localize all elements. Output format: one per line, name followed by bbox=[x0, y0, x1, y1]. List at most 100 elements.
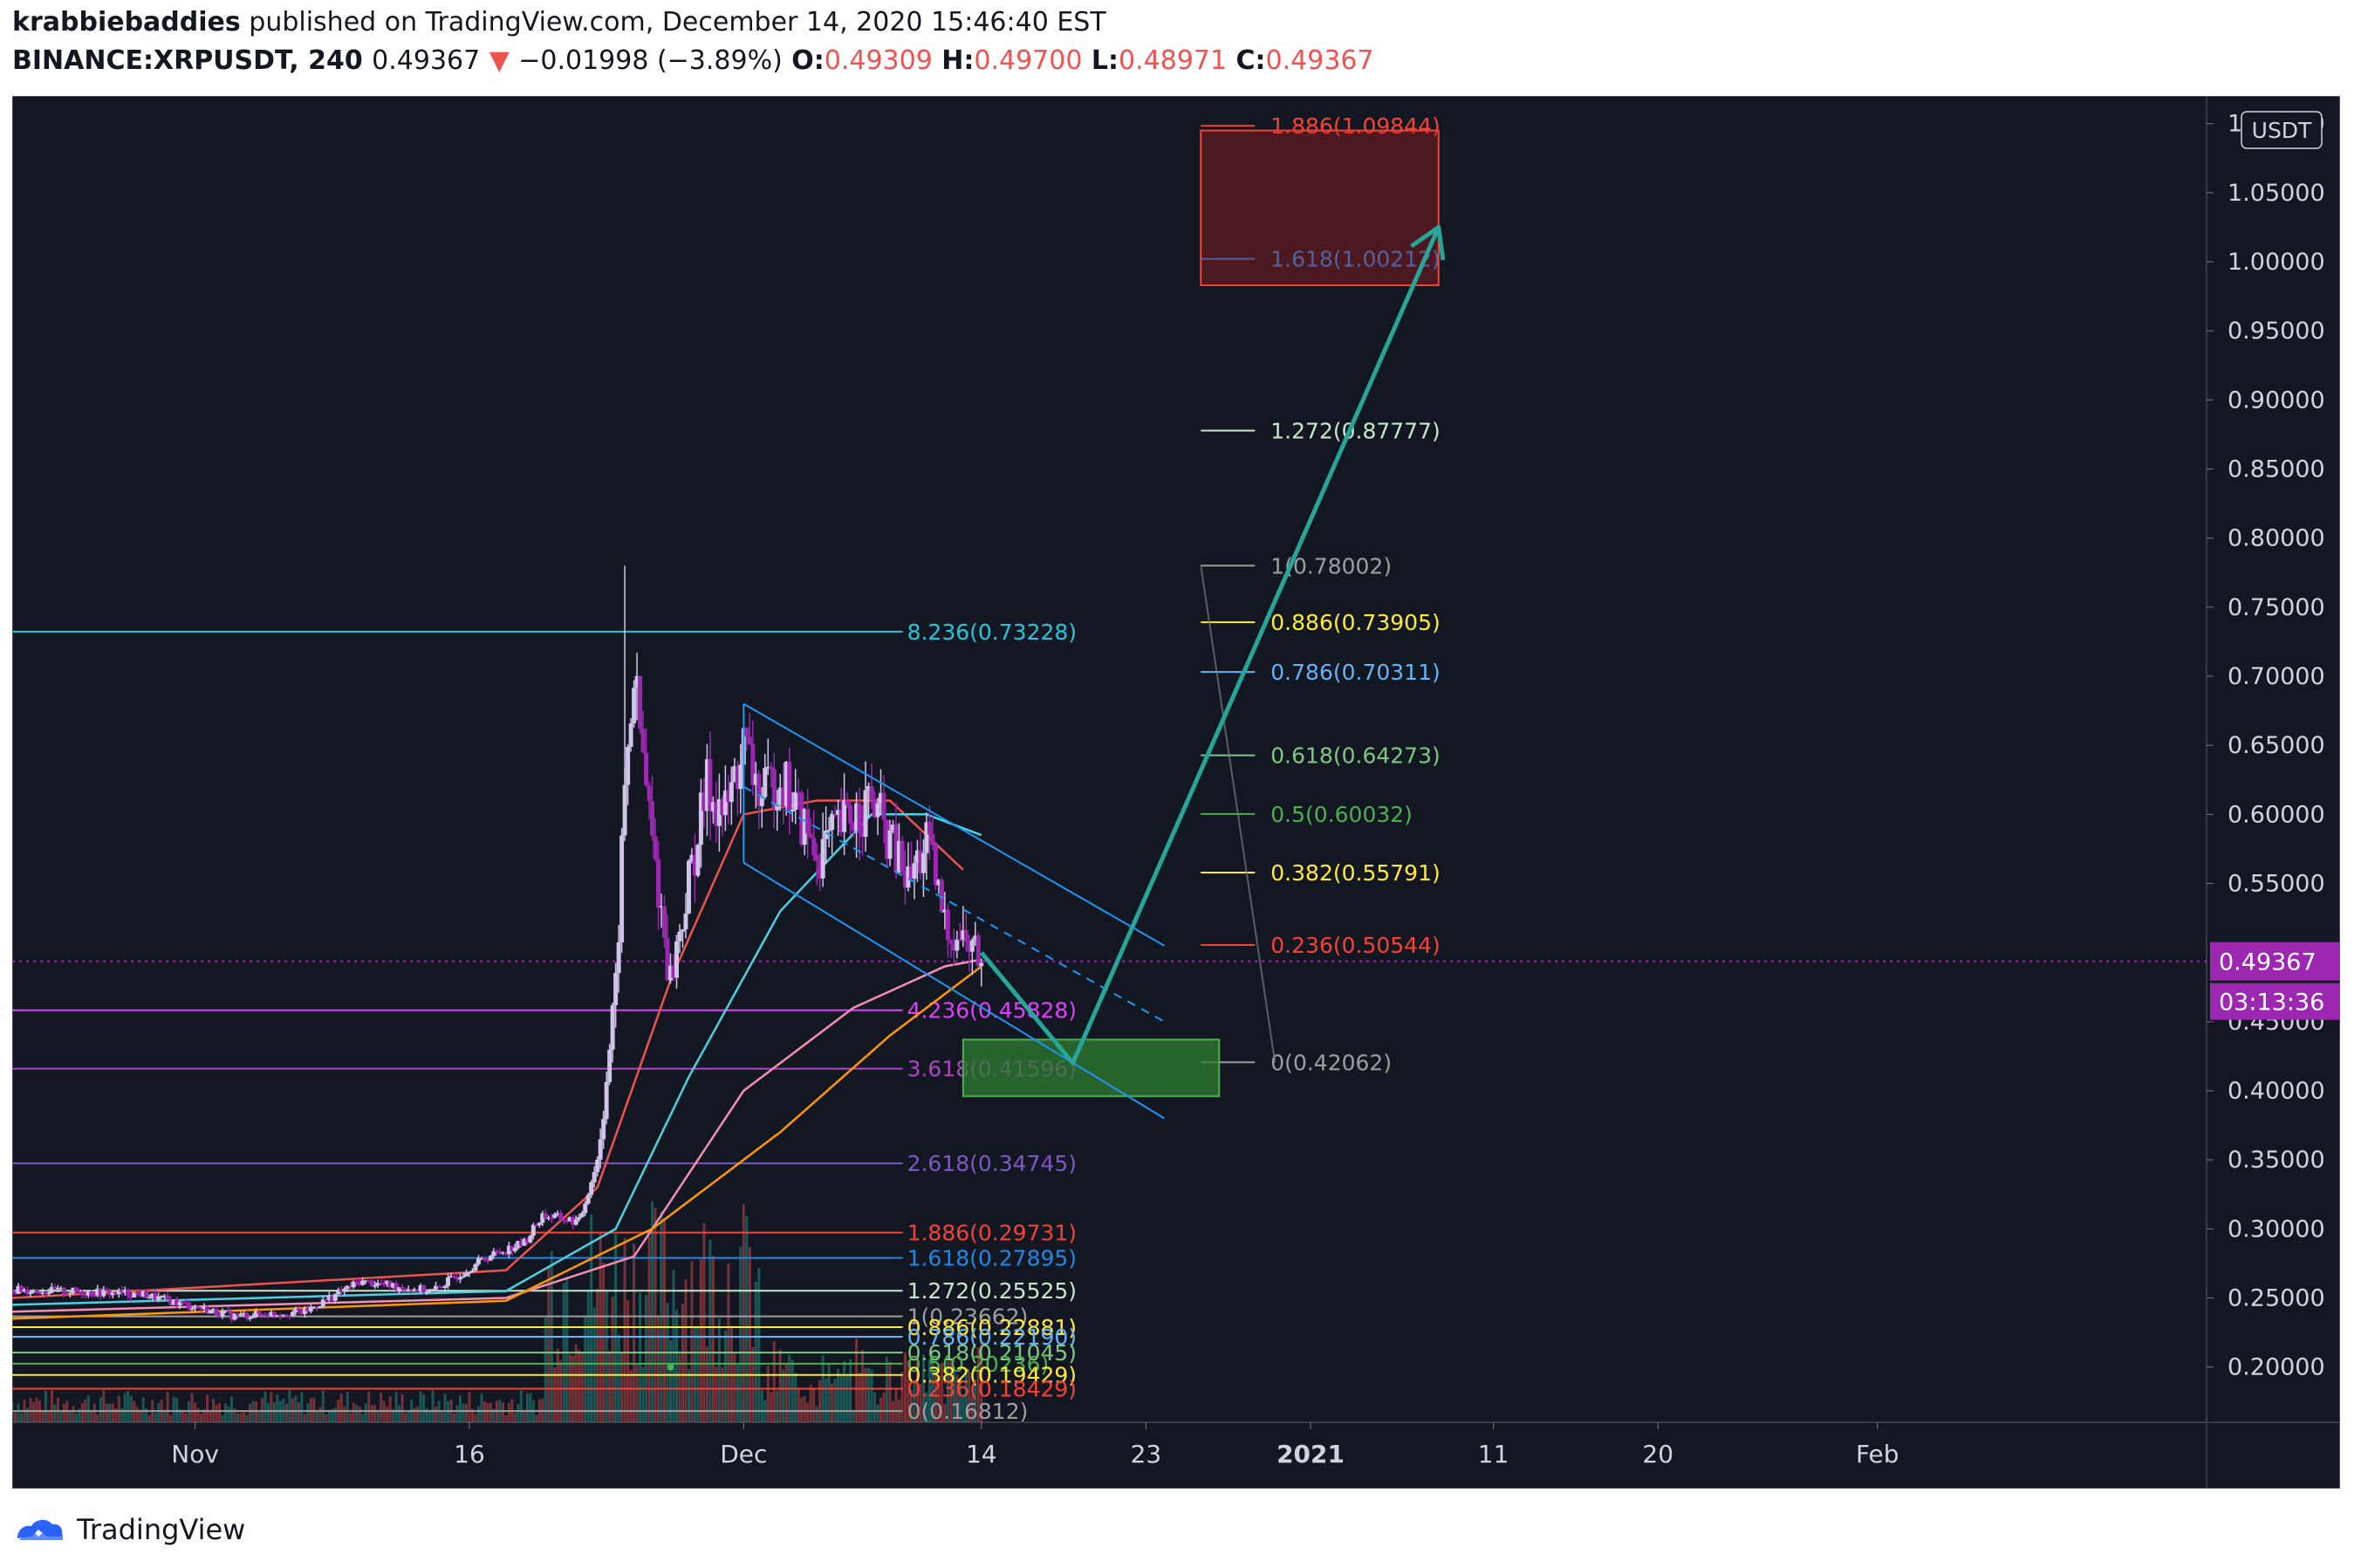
candle-body bbox=[320, 1299, 325, 1307]
candle-body bbox=[802, 808, 807, 846]
volume-bar bbox=[242, 1410, 245, 1422]
volume-bar bbox=[705, 1346, 708, 1422]
chart-background bbox=[11, 95, 2341, 1489]
candle-body bbox=[232, 1313, 237, 1320]
candle-body bbox=[79, 1291, 85, 1295]
candle-body bbox=[67, 1292, 72, 1295]
volume-bar bbox=[556, 1348, 559, 1422]
candle-body bbox=[640, 729, 646, 753]
candle-body bbox=[223, 1311, 229, 1312]
volume-bar bbox=[270, 1392, 273, 1422]
candle-body bbox=[701, 792, 707, 811]
chart-container[interactable]: 8.236(0.73228)4.236(0.45828)3.618(0.4159… bbox=[11, 95, 2341, 1489]
volume-bar bbox=[855, 1338, 859, 1422]
volume-bar bbox=[102, 1390, 106, 1422]
volume-bar bbox=[513, 1413, 517, 1422]
candle-body bbox=[134, 1291, 140, 1294]
candle-body bbox=[336, 1289, 341, 1295]
candle-body bbox=[914, 850, 920, 864]
candle-body bbox=[830, 813, 835, 831]
volume-bar bbox=[331, 1409, 334, 1422]
candle-body bbox=[808, 833, 813, 839]
volume-bar bbox=[873, 1392, 877, 1422]
volume-bar bbox=[386, 1406, 389, 1422]
time-tick-label: Feb bbox=[1856, 1440, 1899, 1469]
candle-body bbox=[18, 1285, 24, 1292]
volume-bar bbox=[782, 1369, 785, 1422]
volume-bar bbox=[400, 1393, 404, 1422]
volume-bar bbox=[194, 1402, 197, 1422]
candle-body bbox=[144, 1291, 149, 1298]
volume-bar bbox=[708, 1239, 712, 1422]
candle-body bbox=[257, 1311, 262, 1314]
volume-bar bbox=[114, 1408, 118, 1422]
volume-bar bbox=[373, 1405, 377, 1422]
fib-level-label: 0(0.16812) bbox=[907, 1399, 1029, 1424]
candle-body bbox=[269, 1311, 274, 1317]
price-tick-label: 1.00000 bbox=[2228, 249, 2325, 276]
volume-bar bbox=[169, 1414, 173, 1422]
target-zone bbox=[1200, 129, 1440, 286]
candle-body bbox=[656, 859, 661, 908]
candle-body bbox=[838, 810, 844, 832]
candle-body bbox=[132, 1291, 137, 1298]
volume-bar bbox=[288, 1389, 291, 1422]
volume-bar bbox=[206, 1394, 209, 1422]
candle-body bbox=[879, 792, 884, 804]
candle-body bbox=[373, 1285, 378, 1287]
candle-body bbox=[951, 943, 956, 951]
candle-body bbox=[775, 805, 780, 811]
candle-body bbox=[442, 1285, 448, 1288]
candle-body bbox=[156, 1296, 161, 1300]
volume-bar bbox=[803, 1395, 806, 1422]
tradingview-logo-icon[interactable] bbox=[12, 1512, 68, 1547]
candle-body bbox=[528, 1236, 533, 1243]
symbol-label[interactable]: BINANCE:XRPUSDT, 240 bbox=[12, 45, 363, 76]
candle-body bbox=[247, 1318, 252, 1319]
candle-body bbox=[924, 822, 929, 853]
candle-body bbox=[409, 1289, 414, 1291]
volume-bar bbox=[544, 1318, 547, 1422]
footer-brand[interactable]: TradingView bbox=[77, 1513, 246, 1546]
volume-bar bbox=[25, 1407, 29, 1422]
author-name[interactable]: krabbiebaddies bbox=[12, 7, 241, 38]
volume-bar bbox=[480, 1393, 483, 1422]
volume-bar bbox=[248, 1403, 251, 1422]
candle-body bbox=[394, 1283, 399, 1291]
volume-bar bbox=[687, 1369, 690, 1422]
candle-body bbox=[561, 1220, 566, 1222]
candle-body bbox=[920, 852, 926, 873]
volume-bar bbox=[723, 1330, 727, 1422]
candle-body bbox=[763, 768, 768, 798]
fib-ext-label: 0(0.42062) bbox=[1270, 1050, 1392, 1075]
volume-bar bbox=[312, 1397, 316, 1422]
candle-body bbox=[250, 1316, 256, 1318]
time-tick-label: 2021 bbox=[1276, 1440, 1345, 1469]
candle-body bbox=[189, 1308, 195, 1311]
candle-body bbox=[826, 830, 831, 832]
volume-bar bbox=[425, 1407, 428, 1422]
candle-body bbox=[275, 1315, 280, 1317]
volume-bar bbox=[690, 1261, 694, 1422]
price-tick-label: 0.40000 bbox=[2228, 1078, 2325, 1105]
price-chart[interactable]: 8.236(0.73228)4.236(0.45828)3.618(0.4159… bbox=[11, 95, 2341, 1489]
candle-body bbox=[875, 803, 880, 818]
candle-body bbox=[122, 1290, 127, 1293]
volume-bar bbox=[784, 1364, 788, 1422]
volume-bar bbox=[517, 1404, 520, 1422]
candle-body bbox=[61, 1287, 66, 1294]
candle-body bbox=[729, 782, 734, 802]
volume-bar bbox=[748, 1247, 751, 1422]
candle-body bbox=[357, 1282, 362, 1285]
candle-body bbox=[400, 1287, 405, 1289]
volume-bar bbox=[236, 1413, 239, 1422]
volume-bar bbox=[263, 1391, 267, 1422]
candle-body bbox=[549, 1217, 554, 1220]
volume-bar bbox=[843, 1360, 846, 1422]
candle-body bbox=[128, 1295, 133, 1298]
candle-body bbox=[796, 791, 801, 794]
candle-body bbox=[665, 938, 670, 981]
candle-body bbox=[342, 1289, 347, 1292]
candle-body bbox=[318, 1306, 323, 1308]
price-tick-label: 0.55000 bbox=[2228, 871, 2325, 898]
